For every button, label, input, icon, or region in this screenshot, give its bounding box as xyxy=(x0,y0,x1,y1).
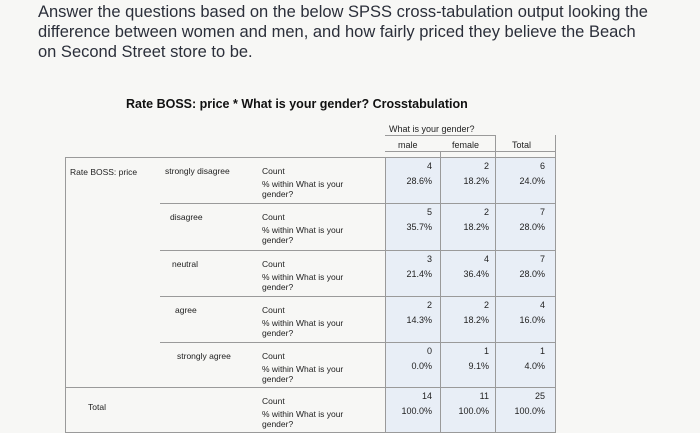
percent-value: 35.7% xyxy=(406,222,432,232)
percent-value: 36.4% xyxy=(463,269,489,279)
female-total-divider xyxy=(495,135,496,433)
category-label: agree xyxy=(175,305,197,315)
percent-value: 100.0% xyxy=(458,406,489,416)
row-separator xyxy=(65,387,555,388)
percent-label: % within What is your gender? xyxy=(262,364,344,384)
count-value: 2 xyxy=(483,161,489,171)
percent-value: 28.6% xyxy=(406,176,432,186)
header-rule-group xyxy=(385,135,495,136)
column-header-female: female xyxy=(452,140,480,150)
count-value: 1 xyxy=(483,346,489,356)
category-label: strongly disagree xyxy=(165,166,230,176)
percent-label: % within What is your gender? xyxy=(262,225,344,245)
count-label: Count xyxy=(262,212,285,222)
percent-label: % within What is your gender? xyxy=(262,318,344,338)
count-label: Count xyxy=(262,259,285,269)
percent-value: 100.0% xyxy=(514,406,545,416)
percent-value: 28.0% xyxy=(519,269,545,279)
crosstab-output: Rate BOSS: price * What is your gender? … xyxy=(0,95,700,433)
percent-value: 14.3% xyxy=(406,315,432,325)
count-label: Count xyxy=(262,396,285,406)
count-value: 7 xyxy=(539,207,545,217)
count-value: 3 xyxy=(426,254,432,264)
crosstab-title: Rate BOSS: price * What is your gender? … xyxy=(126,97,468,111)
count-value: 4 xyxy=(539,300,545,310)
percent-value: 9.1% xyxy=(468,361,489,371)
count-value: 11 xyxy=(479,391,489,401)
percent-value: 18.2% xyxy=(463,176,489,186)
count-value: 7 xyxy=(539,254,545,264)
count-value: 5 xyxy=(426,207,432,217)
percent-value: 28.0% xyxy=(519,222,545,232)
count-value: 25 xyxy=(534,391,545,401)
count-value: 2 xyxy=(426,300,432,310)
percent-value: 18.2% xyxy=(463,222,489,232)
percent-label: % within What is your gender? xyxy=(262,179,344,199)
count-label: Count xyxy=(262,351,285,361)
percent-value: 21.4% xyxy=(406,269,432,279)
count-value: 14 xyxy=(421,391,432,401)
percent-value: 24.0% xyxy=(519,176,545,186)
count-value: 6 xyxy=(539,161,545,171)
percent-value: 4.0% xyxy=(524,361,545,371)
category-label: neutral xyxy=(172,259,198,269)
percent-value: 18.2% xyxy=(463,315,489,325)
count-value: 4 xyxy=(483,254,489,264)
value-column-divider xyxy=(385,157,386,433)
count-value: 0 xyxy=(426,346,432,356)
total-row-label: Total xyxy=(88,402,106,412)
row-separator xyxy=(160,342,555,343)
column-header-male: male xyxy=(398,140,418,150)
percent-value: 0.0% xyxy=(411,361,432,371)
count-value: 1 xyxy=(539,346,545,356)
count-value: 4 xyxy=(426,161,432,171)
count-value: 2 xyxy=(483,300,489,310)
table-top-rule xyxy=(65,157,555,158)
column-group-header: What is your gender? xyxy=(389,124,475,134)
row-variable-label: Rate BOSS: price xyxy=(70,167,138,177)
header-rule-columns xyxy=(385,151,555,152)
right-border xyxy=(555,135,556,433)
percent-value: 16.0% xyxy=(519,315,545,325)
row-separator xyxy=(160,250,555,251)
category-label: strongly agree xyxy=(177,351,231,361)
percent-label: % within What is your gender? xyxy=(262,272,344,292)
left-border xyxy=(65,157,66,433)
row-separator xyxy=(160,203,555,204)
percent-label: % within What is your gender? xyxy=(262,409,344,429)
count-label: Count xyxy=(262,166,285,176)
question-text: Answer the questions based on the below … xyxy=(38,3,648,61)
category-label: disagree xyxy=(170,212,203,222)
male-female-divider xyxy=(440,151,441,433)
count-value: 2 xyxy=(483,207,489,217)
row-separator xyxy=(160,296,555,297)
percent-value: 100.0% xyxy=(401,406,432,416)
count-label: Count xyxy=(262,305,285,315)
column-header-total: Total xyxy=(512,140,532,150)
